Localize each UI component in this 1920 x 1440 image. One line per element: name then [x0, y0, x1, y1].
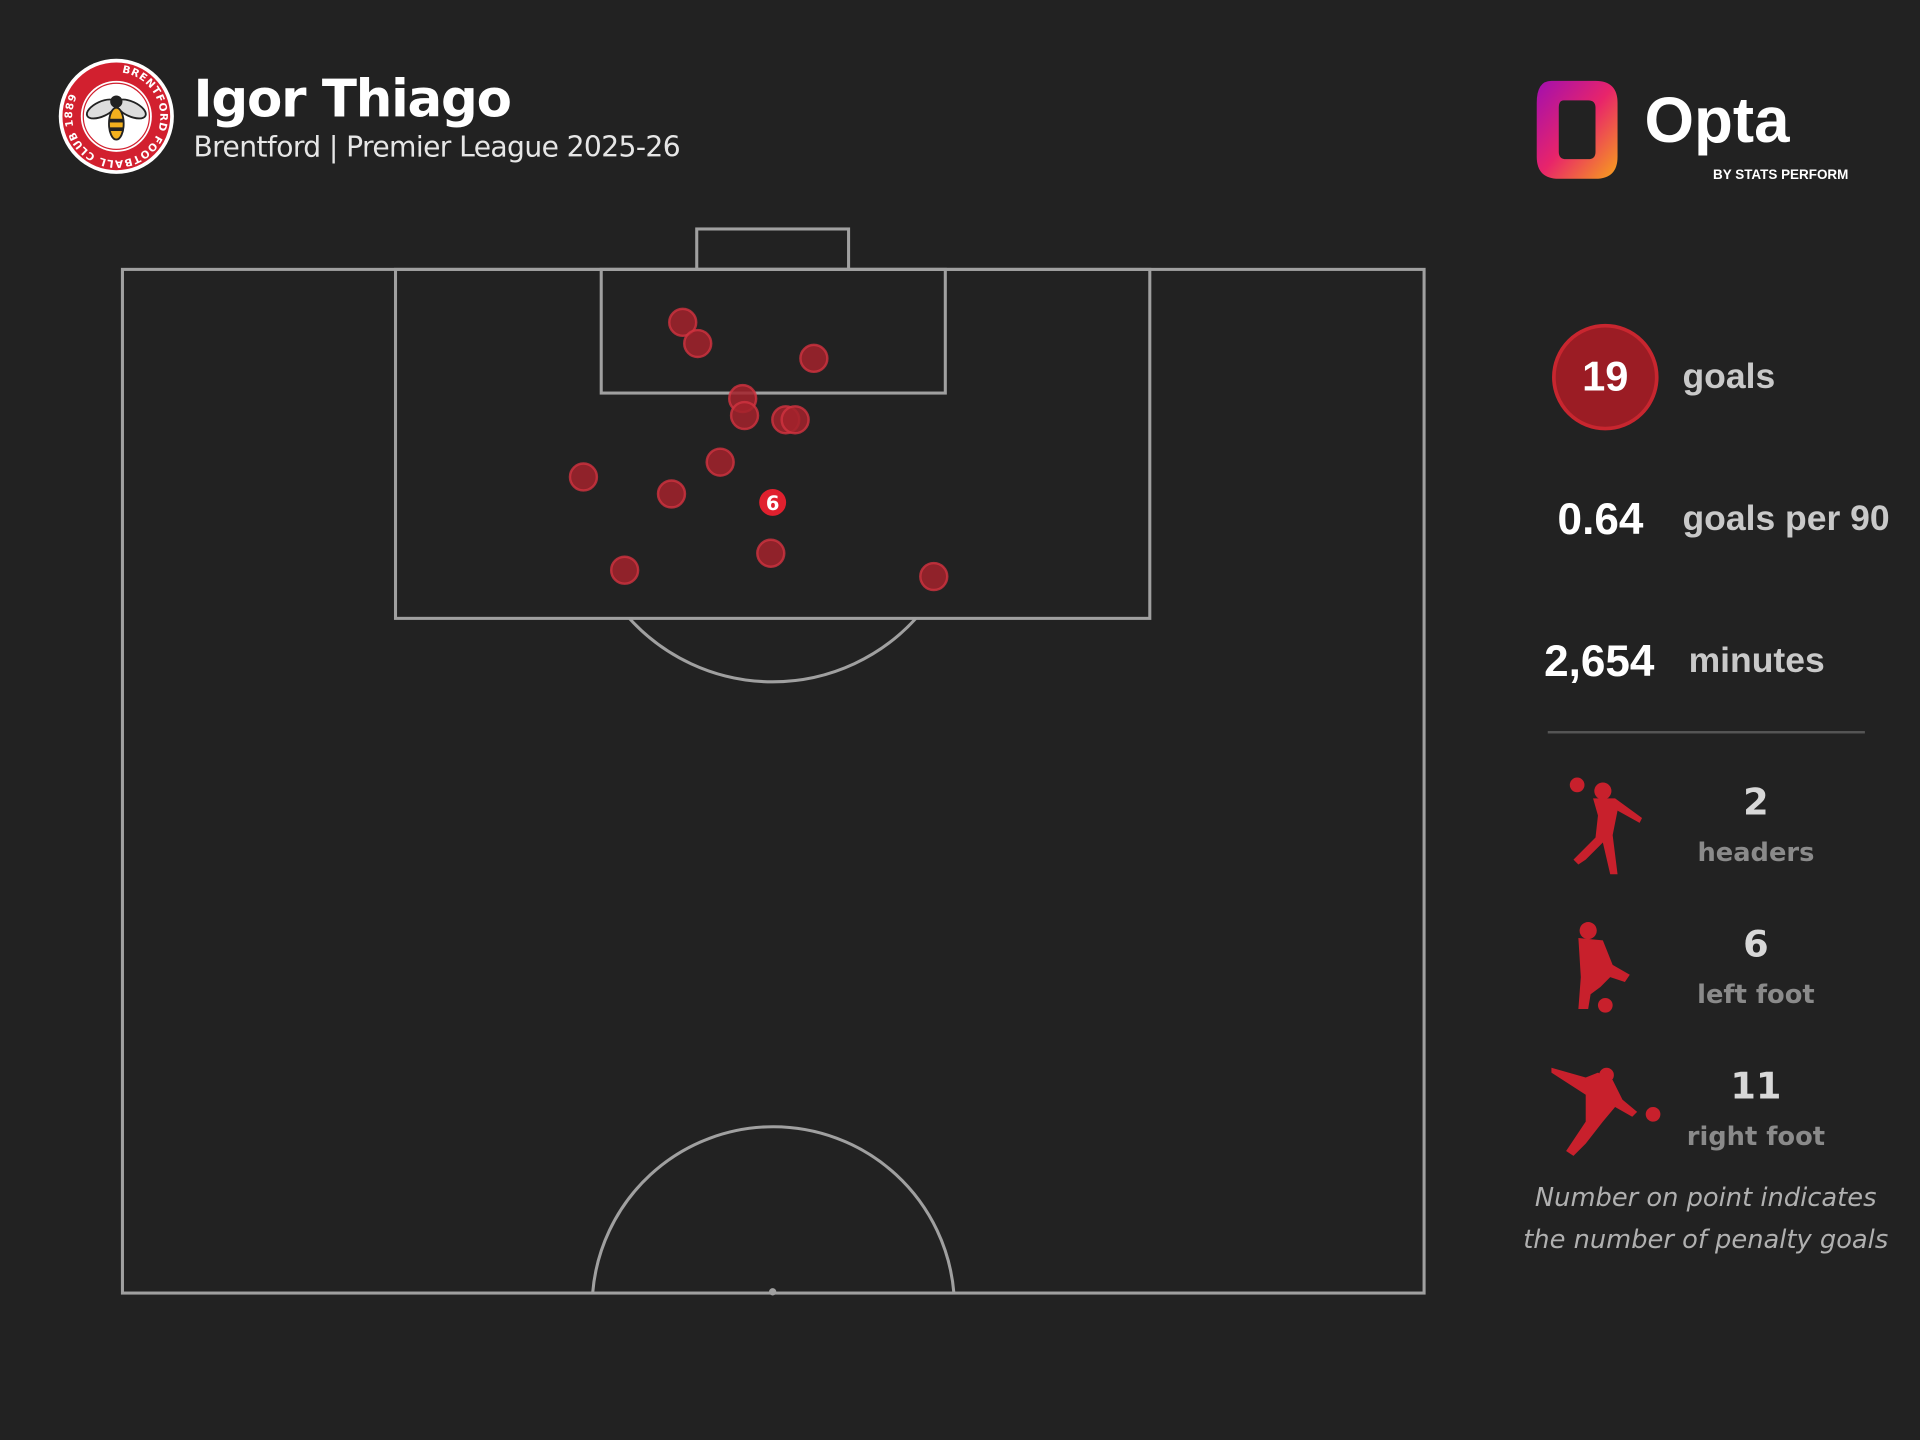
penalty-count-label: 6 [766, 492, 780, 515]
centre-circle [591, 1125, 956, 1294]
left-foot-label: left foot [1697, 979, 1815, 1009]
left-foot-player-icon [1578, 922, 1630, 1013]
headers-value: 2 [1743, 781, 1769, 825]
goals-circle [1552, 323, 1659, 431]
brentford-badge-icon: BRENTFORD FOOTBALL CLUB 1889 [58, 58, 174, 174]
goal-point [729, 400, 760, 431]
opta-logo: Opta BY STATS PERFORM [1536, 80, 1848, 182]
goal-point [668, 307, 698, 338]
left-foot-value: 6 [1743, 923, 1769, 967]
goals-label: goals [1682, 357, 1776, 397]
goals-per-90-value: 0.64 [1557, 493, 1644, 544]
divider [1547, 731, 1865, 734]
headers-label: headers [1697, 837, 1815, 867]
goal-point [756, 538, 786, 568]
goal-point [799, 343, 829, 374]
minutes-value: 2,654 [1544, 635, 1655, 686]
six-yard-box [599, 267, 947, 395]
subtitle: Brentford | Premier League 2025-26 [193, 132, 681, 165]
right-foot-player-icon [1551, 1067, 1661, 1156]
goal-point [609, 555, 640, 585]
goal-point [656, 479, 687, 509]
opta-logo-subtext: BY STATS PERFORM [1713, 167, 1848, 182]
centre-spot [768, 1288, 777, 1296]
note-line-2: the number of penalty goals [1523, 1224, 1889, 1254]
goal-point [780, 405, 810, 435]
penalty-arc [628, 617, 918, 684]
note-line-1: Number on point indicates [1534, 1182, 1877, 1213]
penalty-goal-point [759, 488, 787, 516]
goal-point [683, 328, 713, 359]
goal-point [568, 462, 599, 492]
player-name: Igor Thiago [193, 68, 511, 129]
goals-value: 19 [1582, 353, 1629, 401]
goal-point [705, 447, 735, 477]
goal-point [919, 561, 949, 592]
goal-points: 6 [568, 307, 949, 592]
goals-per-90-label: goals per 90 [1682, 499, 1890, 539]
minutes-label: minutes [1688, 641, 1825, 681]
right-foot-label: right foot [1686, 1121, 1826, 1152]
opta-logo-text: Opta [1644, 85, 1790, 156]
goal [695, 227, 851, 271]
right-foot-value: 11 [1730, 1065, 1782, 1109]
header-player-icon [1569, 777, 1643, 875]
